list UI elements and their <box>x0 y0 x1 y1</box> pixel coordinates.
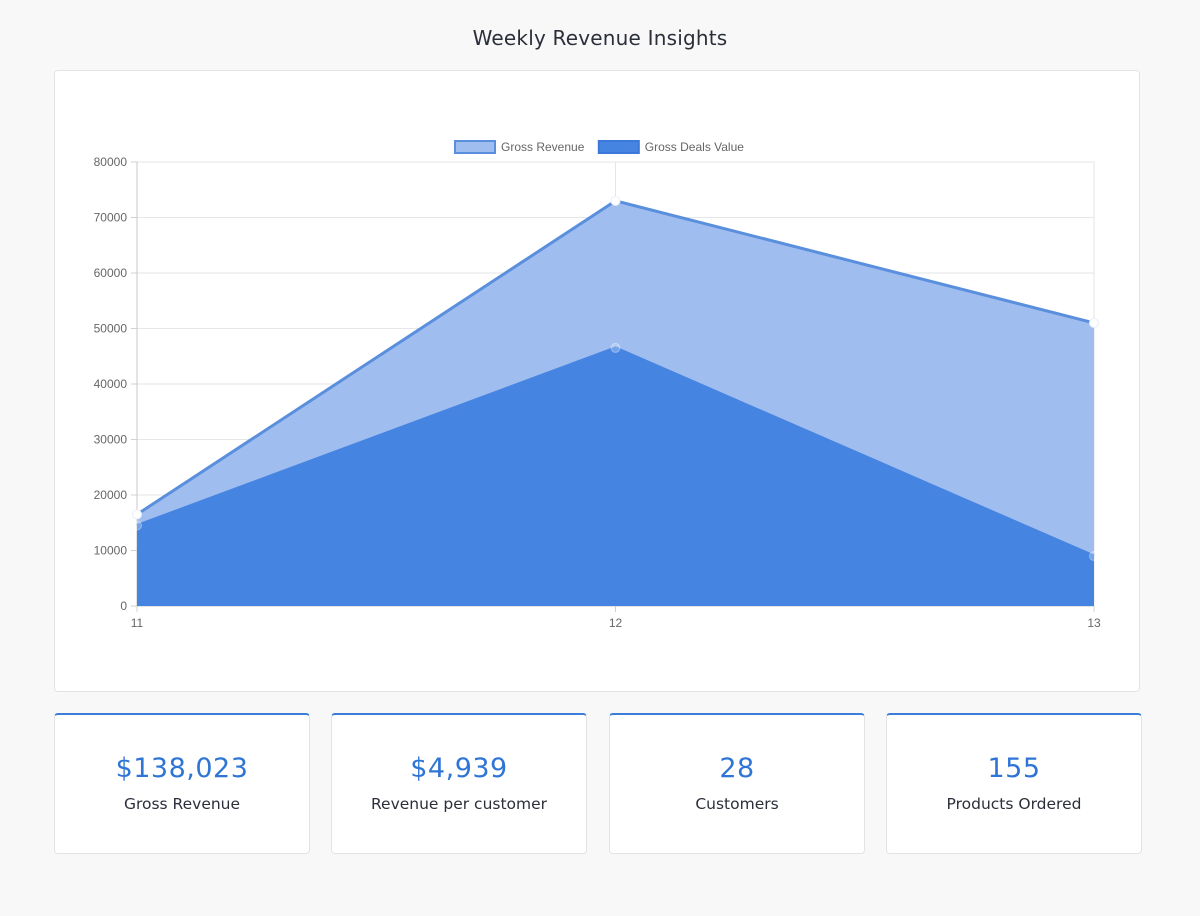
stat-card-gross-revenue: $138,023 Gross Revenue <box>54 713 310 854</box>
legend-swatch <box>454 140 496 154</box>
stats-row: $138,023 Gross Revenue $4,939 Revenue pe… <box>54 713 1142 855</box>
area-gross-deals-value <box>137 347 1094 606</box>
stat-value: $138,023 <box>115 753 249 784</box>
data-point <box>610 195 621 206</box>
x-tick-label: 12 <box>609 616 623 630</box>
legend-swatch <box>597 140 640 154</box>
data-point <box>1089 317 1099 328</box>
legend-item-gross-deals-value[interactable]: Gross Deals Value <box>597 140 744 154</box>
y-tick-label: 70000 <box>94 211 128 225</box>
stat-label: Gross Revenue <box>123 795 241 813</box>
chart-areas <box>136 199 1095 606</box>
data-point <box>132 520 142 531</box>
stat-card-products-ordered: 155 Products Ordered <box>886 713 1142 854</box>
page-title: Weekly Revenue Insights <box>472 26 728 50</box>
revenue-area-chart: 0 10000 20000 30000 40000 50000 60000 70000 8000… <box>94 140 1101 630</box>
stat-value: 28 <box>719 753 755 784</box>
stat-label: Customers <box>695 795 779 813</box>
legend-label: Gross Deals Value <box>645 140 744 154</box>
chart-legend[interactable]: Gross Revenue Gross Deals Value <box>454 140 744 154</box>
stat-value: $4,939 <box>410 753 508 784</box>
y-tick-label: 30000 <box>94 433 128 447</box>
stat-card-customers: 28 Customers <box>609 713 865 854</box>
stat-label: Revenue per customer <box>370 795 548 813</box>
stat-value: 155 <box>987 753 1041 784</box>
data-point <box>1089 551 1099 562</box>
y-tick-label: 0 <box>120 599 127 613</box>
y-tick-label: 50000 <box>94 322 128 336</box>
stat-label: Products Ordered <box>946 795 1082 813</box>
chart-axes: 0 10000 20000 30000 40000 50000 60000 70000 8000… <box>94 155 1101 630</box>
y-tick-label: 20000 <box>94 488 128 502</box>
legend-label: Gross Revenue <box>501 140 585 154</box>
chart-points <box>132 195 1099 562</box>
x-tick-label: 11 <box>131 616 144 630</box>
y-tick-label: 10000 <box>94 544 128 558</box>
stat-card-revenue-per-customer: $4,939 Revenue per customer <box>331 713 587 854</box>
data-point <box>610 342 621 353</box>
y-tick-label: 60000 <box>94 266 128 280</box>
data-point <box>132 509 142 520</box>
legend-item-gross-revenue[interactable]: Gross Revenue <box>454 140 585 154</box>
chart-card: 0 10000 20000 30000 40000 50000 60000 70000 8000… <box>54 70 1140 692</box>
line-gross-deals-value <box>136 346 1095 558</box>
x-tick-label: 13 <box>1087 616 1101 630</box>
y-tick-label: 40000 <box>94 377 128 391</box>
y-tick-label: 80000 <box>94 155 128 169</box>
